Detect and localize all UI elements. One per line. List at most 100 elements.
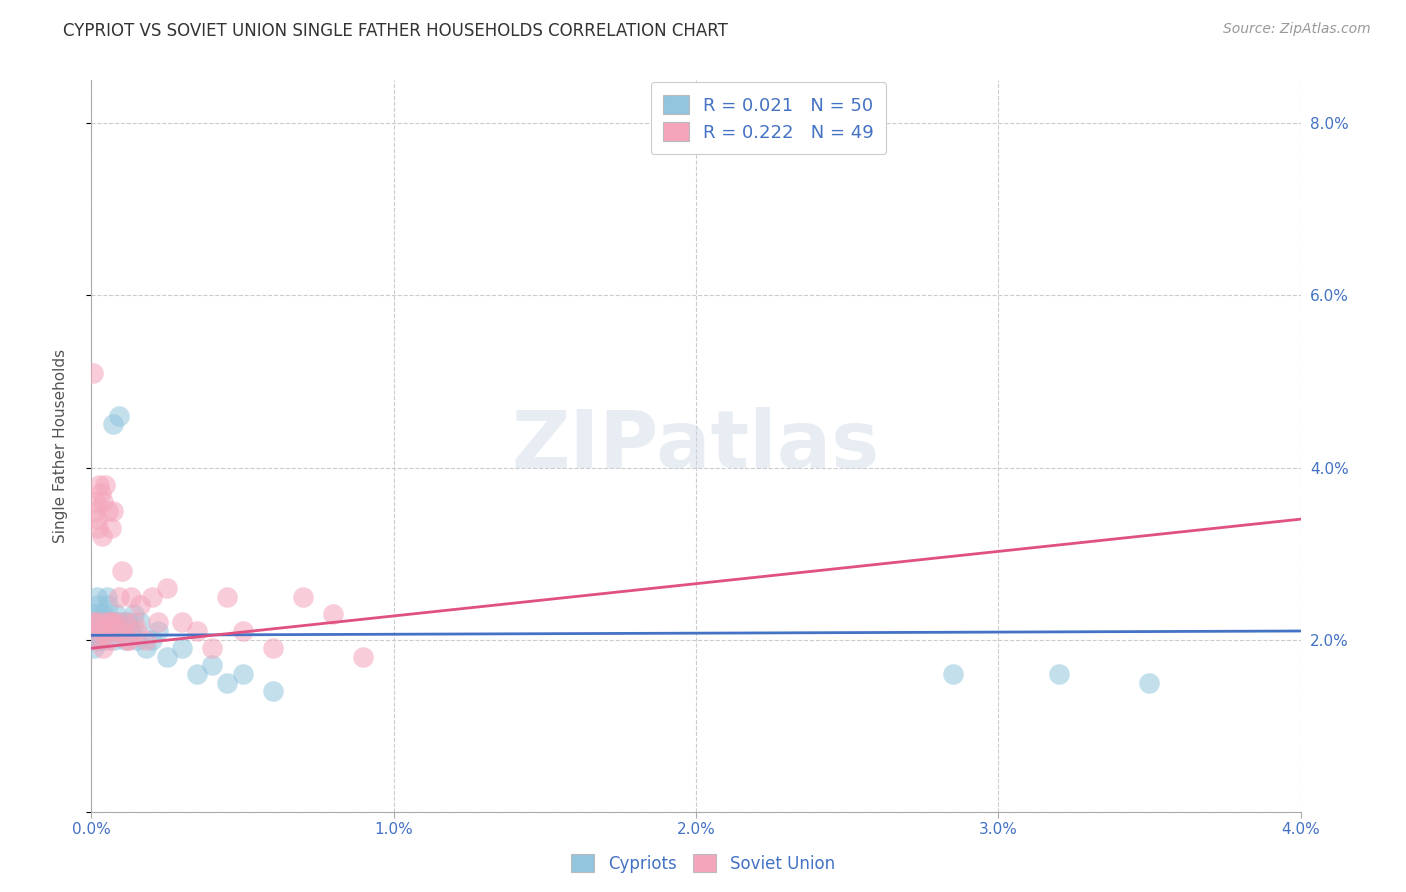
Point	[90, 486, 112, 500]
Point	[292, 590, 315, 604]
Point	[89, 615, 111, 630]
Legend: Cypriots, Soviet Union: Cypriots, Soviet Union	[564, 847, 842, 880]
Point	[89, 615, 111, 630]
Point	[96, 615, 118, 630]
Point	[135, 641, 157, 656]
Point	[82, 366, 104, 380]
Point	[84, 624, 107, 638]
Point	[87, 521, 110, 535]
Point	[107, 409, 129, 423]
Point	[98, 615, 121, 630]
Point	[1047, 667, 1070, 681]
Point	[201, 658, 224, 673]
Text: Source: ZipAtlas.com: Source: ZipAtlas.com	[1223, 22, 1371, 37]
Point	[101, 417, 124, 432]
Point	[141, 632, 163, 647]
Point	[231, 624, 253, 638]
Point	[87, 477, 110, 491]
Point	[186, 667, 208, 681]
Point	[156, 581, 179, 595]
Point	[90, 632, 112, 647]
Point	[87, 598, 110, 612]
Point	[217, 675, 239, 690]
Point	[231, 667, 253, 681]
Point	[107, 590, 129, 604]
Point	[87, 632, 110, 647]
Point	[111, 564, 132, 578]
Point	[128, 598, 150, 612]
Point	[93, 495, 115, 509]
Point	[172, 641, 194, 656]
Point	[103, 632, 125, 647]
Point	[86, 624, 108, 638]
Point	[120, 590, 142, 604]
Point	[942, 667, 965, 681]
Point	[128, 615, 150, 630]
Point	[96, 590, 118, 604]
Point	[86, 590, 108, 604]
Point	[89, 624, 111, 638]
Point	[91, 529, 114, 543]
Point	[262, 684, 284, 698]
Point	[352, 649, 374, 664]
Point	[91, 641, 114, 656]
Point	[125, 624, 148, 638]
Point	[86, 632, 108, 647]
Point	[84, 503, 107, 517]
Point	[83, 607, 105, 621]
Point	[94, 624, 117, 638]
Point	[98, 615, 121, 630]
Point	[135, 632, 157, 647]
Point	[91, 624, 114, 638]
Y-axis label: Single Father Households: Single Father Households	[53, 349, 67, 543]
Point	[122, 615, 145, 630]
Point	[117, 615, 139, 630]
Point	[89, 615, 111, 630]
Point	[103, 624, 125, 638]
Point	[101, 615, 124, 630]
Point	[104, 615, 127, 630]
Point	[146, 615, 169, 630]
Point	[172, 615, 194, 630]
Point	[93, 607, 115, 621]
Point	[146, 624, 169, 638]
Text: ZIPatlas: ZIPatlas	[512, 407, 880, 485]
Point	[125, 632, 148, 647]
Point	[322, 607, 344, 621]
Point	[84, 632, 107, 647]
Point	[93, 632, 115, 647]
Point	[114, 632, 136, 647]
Point	[84, 495, 107, 509]
Text: CYPRIOT VS SOVIET UNION SINGLE FATHER HOUSEHOLDS CORRELATION CHART: CYPRIOT VS SOVIET UNION SINGLE FATHER HO…	[63, 22, 728, 40]
Point	[100, 624, 122, 638]
Point	[82, 624, 104, 638]
Point	[141, 590, 163, 604]
Point	[117, 632, 139, 647]
Point	[86, 512, 108, 526]
Point	[97, 632, 120, 647]
Point	[186, 624, 208, 638]
Point	[83, 615, 105, 630]
Point	[91, 624, 114, 638]
Point	[83, 615, 105, 630]
Point	[105, 615, 128, 630]
Point	[1139, 675, 1161, 690]
Point	[94, 477, 117, 491]
Point	[84, 615, 107, 630]
Point	[201, 641, 224, 656]
Point	[111, 615, 132, 630]
Point	[217, 590, 239, 604]
Legend: R = 0.021   N = 50, R = 0.222   N = 49: R = 0.021 N = 50, R = 0.222 N = 49	[651, 82, 886, 154]
Point	[101, 503, 124, 517]
Point	[120, 624, 142, 638]
Point	[94, 615, 117, 630]
Point	[87, 607, 110, 621]
Point	[117, 632, 139, 647]
Point	[100, 521, 122, 535]
Point	[83, 615, 105, 630]
Point	[83, 641, 105, 656]
Point	[156, 649, 179, 664]
Point	[122, 607, 145, 621]
Point	[114, 615, 136, 630]
Point	[104, 607, 127, 621]
